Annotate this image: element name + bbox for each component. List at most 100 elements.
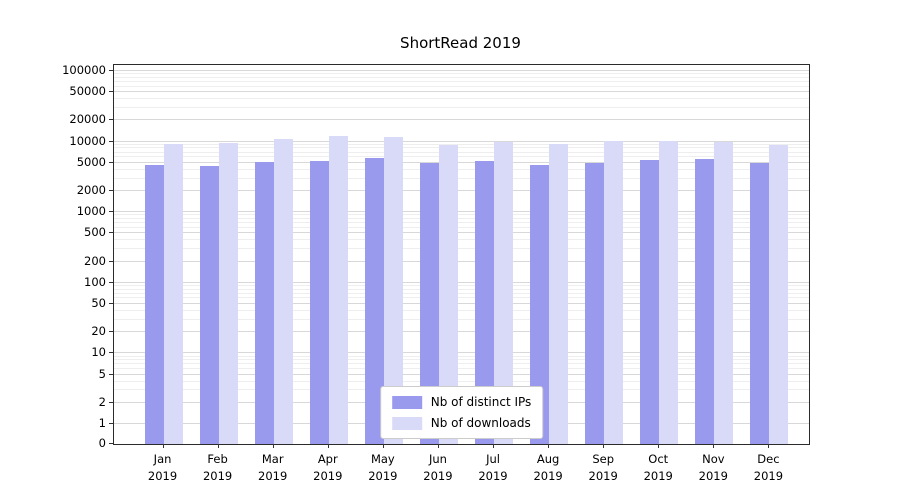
- bar-downloads: [438, 144, 458, 444]
- bar-distinct-ips: [144, 164, 164, 444]
- bar-downloads: [494, 141, 513, 444]
- x-tick-mark: [217, 444, 219, 448]
- y-tick-mark: [109, 423, 113, 424]
- y-axis-labels: 0 1 2 5 10 20 50 100 200 500 1000 2000 5000 10000 2000…: [0, 63, 106, 450]
- bar-distinct-ips: [475, 161, 494, 444]
- y-tick-label: 50: [91, 296, 106, 311]
- bar-groups: [114, 65, 809, 444]
- bar-downloads: [659, 141, 679, 444]
- bar-group-jan: [136, 144, 191, 444]
- y-tick-label: 1000: [76, 204, 106, 219]
- x-tick-mark: [603, 444, 605, 448]
- bar-downloads: [273, 139, 293, 444]
- y-tick-mark: [109, 373, 113, 375]
- x-tick-label: Sep 2019: [576, 444, 631, 486]
- chart-title: ShortRead 2019: [400, 34, 521, 52]
- y-tick-label: 50000: [69, 84, 106, 99]
- x-tick-label: Apr 2019: [300, 444, 355, 486]
- legend-label: Nb of downloads: [430, 416, 531, 430]
- bar-distinct-ips: [640, 159, 660, 444]
- y-tick-label: 100: [84, 274, 106, 289]
- bar-downloads: [383, 137, 403, 444]
- legend-swatch: [391, 416, 422, 430]
- x-tick-label: May 2019: [355, 444, 410, 486]
- bar-group-jul: [466, 141, 521, 444]
- y-tick-mark: [109, 331, 113, 333]
- bar-group-sep: [577, 140, 632, 444]
- legend-label: Nb of distinct IPs: [430, 395, 532, 409]
- bar-group-apr: [301, 135, 356, 444]
- y-tick-label: 10: [91, 345, 106, 360]
- y-tick-mark: [109, 91, 113, 93]
- y-tick-label: 5000: [76, 154, 106, 169]
- x-tick-label: Jan 2019: [135, 444, 190, 486]
- x-tick-label: Oct 2019: [631, 444, 686, 486]
- bar-distinct-ips: [364, 157, 384, 444]
- x-tick-label: Nov 2019: [686, 444, 741, 486]
- x-tick-mark: [327, 444, 329, 448]
- bar-group-may: [356, 137, 411, 444]
- y-tick-mark: [109, 70, 113, 71]
- x-tick-mark: [437, 444, 439, 448]
- bar-downloads: [714, 141, 734, 444]
- bar-downloads: [328, 135, 348, 444]
- y-tick-label: 1: [98, 416, 106, 430]
- bar-distinct-ips: [254, 162, 274, 444]
- legend-swatch: [391, 395, 422, 409]
- bar-downloads: [769, 145, 789, 444]
- bar-group-feb: [191, 142, 246, 444]
- legend: Nb of distinct IPs Nb of downloads: [379, 386, 544, 439]
- bar-distinct-ips: [750, 162, 770, 444]
- x-tick-mark: [713, 444, 715, 448]
- x-tick-label: Feb 2019: [190, 444, 245, 486]
- x-tick-mark: [272, 444, 274, 448]
- y-tick-mark: [109, 303, 113, 305]
- y-tick-mark: [109, 189, 113, 191]
- bar-distinct-ips: [530, 164, 550, 444]
- y-tick-label: 10000: [69, 133, 106, 148]
- x-tick-label: Mar 2019: [245, 444, 300, 486]
- y-tick-mark: [109, 260, 113, 262]
- x-tick-label: Dec 2019: [741, 444, 796, 486]
- x-tick-label: Aug 2019: [521, 444, 576, 486]
- y-tick-mark: [109, 140, 113, 142]
- bar-group-dec: [742, 145, 797, 444]
- legend-item: Nb of downloads: [391, 416, 532, 430]
- bar-downloads: [218, 142, 238, 444]
- y-tick-mark: [109, 443, 113, 444]
- y-tick-label: 2: [98, 394, 106, 409]
- y-tick-label: 200: [84, 253, 106, 268]
- x-tick-mark: [768, 444, 770, 448]
- bar-distinct-ips: [199, 166, 219, 444]
- bar-group-nov: [687, 141, 742, 444]
- x-tick-label: Jul 2019: [465, 444, 520, 486]
- y-tick-label: 100000: [62, 63, 106, 77]
- x-tick-mark: [382, 444, 384, 448]
- y-tick-mark: [109, 161, 113, 163]
- bar-distinct-ips: [309, 161, 329, 444]
- y-tick-mark: [109, 119, 113, 121]
- y-tick-label: 20: [91, 324, 106, 339]
- bar-downloads: [604, 140, 624, 444]
- plot-area: Nb of distinct IPs Nb of downloads: [109, 64, 810, 445]
- legend-item: Nb of distinct IPs: [391, 395, 532, 409]
- x-tick-mark: [548, 444, 550, 448]
- x-tick-mark: [658, 444, 660, 448]
- x-tick-mark: [162, 444, 164, 448]
- bar-distinct-ips: [419, 163, 439, 444]
- y-tick-label: 2000: [76, 182, 106, 197]
- bar-downloads: [549, 143, 569, 444]
- bar-group-oct: [632, 141, 687, 444]
- y-tick-mark: [109, 211, 113, 213]
- x-axis-labels: Jan 2019 Feb 2019 Mar 2019 Apr 2019 May 2019 Jun 20…: [113, 444, 808, 486]
- bar-group-jun: [411, 144, 466, 444]
- bar-group-mar: [246, 139, 301, 444]
- bar-distinct-ips: [585, 162, 605, 444]
- y-tick-mark: [109, 232, 113, 234]
- y-tick-mark: [109, 401, 113, 403]
- bar-distinct-ips: [695, 158, 715, 444]
- bar-group-aug: [522, 143, 577, 444]
- y-tick-label: 0: [98, 436, 106, 450]
- y-tick-label: 5: [98, 366, 106, 381]
